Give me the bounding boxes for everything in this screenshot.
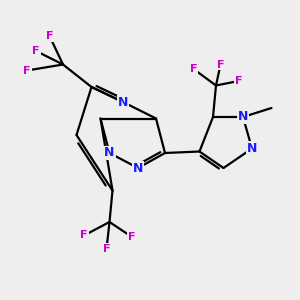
Text: F: F [128,232,136,242]
Text: N: N [104,146,115,160]
Text: N: N [247,142,257,155]
Text: F: F [46,31,53,41]
Text: F: F [23,65,31,76]
Text: F: F [32,46,40,56]
Text: F: F [217,59,224,70]
Text: N: N [118,95,128,109]
Text: F: F [103,244,110,254]
Text: F: F [190,64,197,74]
Text: F: F [80,230,88,241]
Text: N: N [238,110,248,124]
Text: F: F [235,76,242,86]
Text: N: N [133,161,143,175]
